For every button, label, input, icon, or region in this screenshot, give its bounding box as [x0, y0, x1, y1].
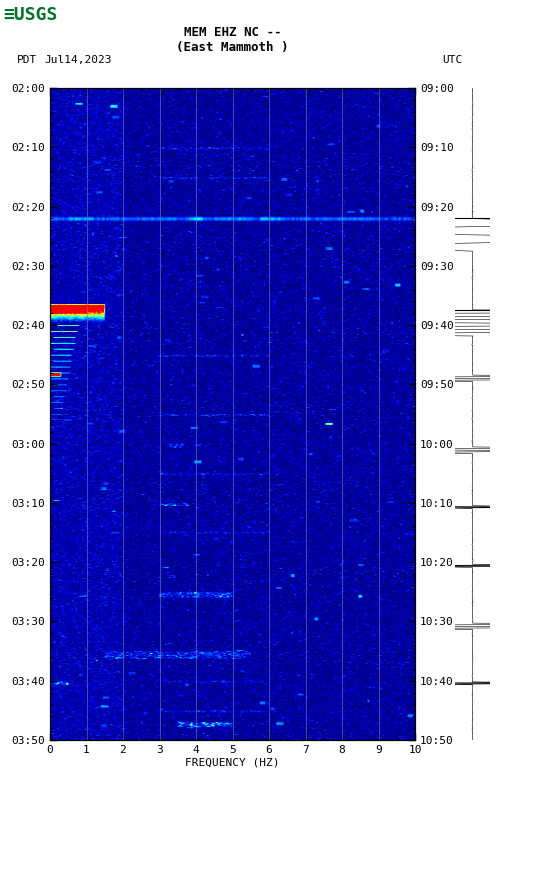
Text: UTC: UTC	[443, 55, 463, 65]
Text: Jul14,2023: Jul14,2023	[45, 55, 112, 65]
X-axis label: FREQUENCY (HZ): FREQUENCY (HZ)	[185, 757, 280, 768]
Text: MEM EHZ NC --: MEM EHZ NC --	[184, 26, 282, 38]
Text: (East Mammoth ): (East Mammoth )	[176, 40, 289, 54]
Text: PDT: PDT	[17, 55, 37, 65]
Text: ≡USGS: ≡USGS	[3, 6, 57, 24]
